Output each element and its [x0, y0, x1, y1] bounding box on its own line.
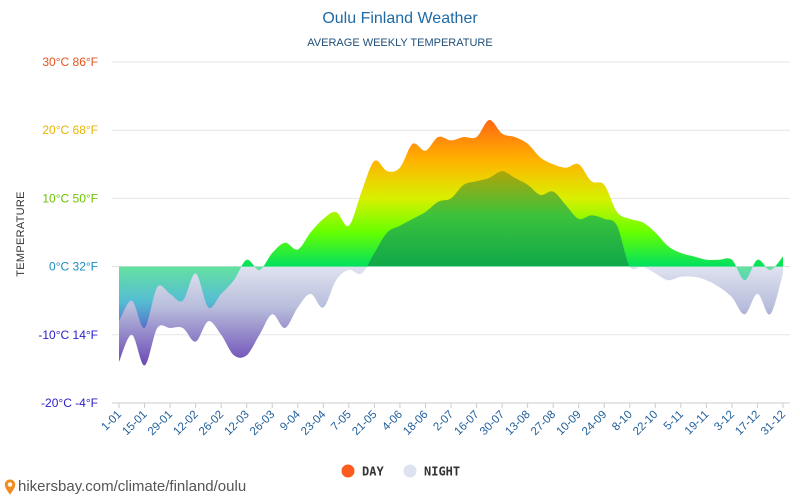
- y-axis-label: TEMPERATURE: [15, 191, 27, 277]
- y-tick-label: -20°C -4°F: [41, 396, 98, 410]
- x-tick-label: 13-08: [503, 409, 532, 438]
- y-tick-label: 30°C 86°F: [42, 55, 98, 69]
- legend-item-night[interactable]: NIGHT: [403, 464, 461, 479]
- night-area-above-zero: [367, 171, 630, 266]
- x-tick-label: 22-10: [631, 409, 660, 438]
- legend-night-marker: [403, 464, 417, 478]
- x-tick-label: 18-06: [401, 409, 430, 438]
- legend: DAY NIGHT: [341, 464, 461, 479]
- x-tick-label: 10-09: [555, 409, 584, 438]
- x-tick-label: 26-02: [197, 409, 226, 438]
- series-areas: [119, 119, 783, 366]
- footer[interactable]: hikersbay.com/climate/finland/oulu: [4, 478, 246, 495]
- day-area-below-zero: [119, 266, 783, 329]
- legend-item-day[interactable]: DAY: [341, 464, 385, 479]
- x-tick-label: 15-01: [120, 409, 149, 438]
- x-tick-label: 26-03: [248, 409, 277, 438]
- x-tick-label: 12-03: [223, 409, 252, 438]
- y-tick-label: -10°C 14°F: [38, 328, 98, 342]
- map-pin-icon: [4, 479, 16, 494]
- legend-day-marker: [341, 464, 355, 478]
- x-tick-label: 12-02: [171, 409, 200, 438]
- x-tick-label: 16-07: [452, 409, 481, 438]
- chart-subtitle: AVERAGE WEEKLY TEMPERATURE: [307, 37, 492, 49]
- x-tick-label: 21-05: [350, 409, 379, 438]
- x-tick-label: 24-09: [580, 409, 609, 438]
- x-tick-label: 23-04: [299, 408, 329, 438]
- y-axis-ticks: 30°C 86°F 20°C 68°F 10°C 50°F 0°C 32°F -10°C…: [38, 55, 98, 410]
- x-tick-label: 17-12: [733, 409, 762, 438]
- y-tick-label: 10°C 50°F: [42, 191, 98, 205]
- legend-day-label: DAY: [362, 465, 384, 479]
- x-tick-label: 31-12: [759, 409, 788, 438]
- night-area-below-zero: [119, 266, 783, 366]
- x-tick-label: 27-08: [529, 409, 558, 438]
- y-tick-label: 0°C 32°F: [49, 260, 98, 274]
- x-tick-label: 19-11: [683, 409, 712, 438]
- y-tick-label: 20°C 68°F: [42, 123, 98, 137]
- footer-link[interactable]: hikersbay.com/climate/finland/oulu: [18, 478, 247, 495]
- legend-night-label: NIGHT: [424, 465, 460, 479]
- chart-title: Oulu Finland Weather: [322, 10, 478, 27]
- x-tick-label: 30-07: [478, 409, 507, 438]
- x-tick-label: 29-01: [146, 409, 175, 438]
